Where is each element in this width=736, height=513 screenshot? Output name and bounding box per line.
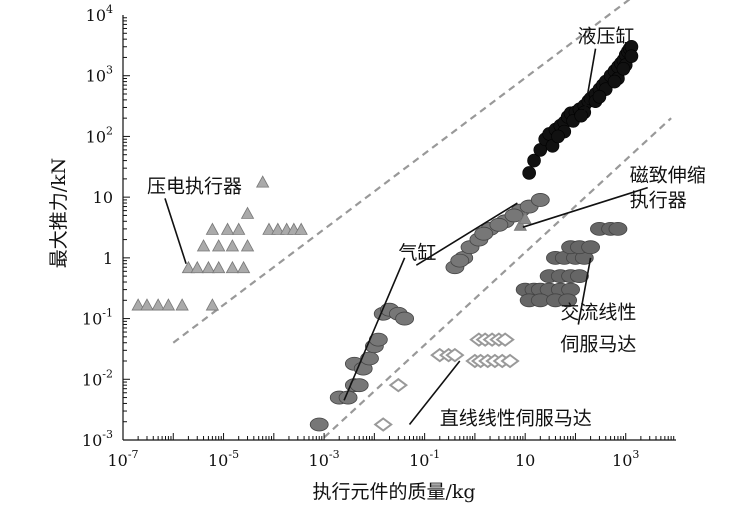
y-tick-label: 10-2: [82, 367, 113, 389]
point-液压缸: [527, 153, 541, 168]
point-直线线性伺服马达: [445, 347, 465, 363]
point-压电执行器: [190, 260, 204, 274]
point-压电执行器: [271, 222, 285, 235]
y-axis-label: 最大推力/kN: [48, 158, 70, 269]
point-气缸: [450, 253, 470, 268]
point-压电执行器: [211, 239, 226, 252]
trend-line: [172, 0, 631, 344]
point-气缸: [474, 226, 494, 241]
axes: 10-7 10-5 10-3 10-1 10 103 10-3 10-2 10-1 1 10 102 1…: [82, 3, 676, 470]
point-气缸: [530, 193, 550, 207]
annotation-leader: [343, 257, 406, 401]
point-气缸: [504, 208, 524, 223]
annotation-label: 压电执行器: [147, 175, 242, 197]
annotation-leader: [408, 360, 461, 425]
point-交流线性伺服马达: [558, 293, 578, 308]
point-直线线性伺服马达: [500, 353, 520, 369]
y-tick-label: 10-3: [82, 428, 113, 450]
data-points: [131, 39, 639, 432]
point-液压缸: [551, 129, 565, 144]
point-压电执行器: [220, 222, 235, 235]
annotation-leader: [415, 202, 518, 266]
x-tick-label: 10-5: [208, 448, 239, 470]
annotation-label: 执行器: [630, 190, 687, 212]
point-压电执行器: [161, 298, 176, 311]
point-液压缸: [522, 166, 536, 180]
x-tick-label: 103: [612, 448, 639, 470]
x-tick-label: 10-7: [107, 448, 138, 470]
x-axis-label: 执行元件的质量/kg: [312, 481, 475, 503]
annotation-leader: [522, 186, 648, 228]
annotation-leader: [164, 198, 187, 264]
y-tick-label: 104: [86, 3, 113, 25]
y-tick-label: 10-1: [82, 307, 113, 329]
point-交流线性伺服马达: [581, 240, 600, 255]
x-tick-label: 10-1: [409, 448, 440, 470]
point-压电执行器: [225, 239, 240, 252]
point-压电执行器: [240, 239, 255, 252]
point-气缸: [395, 311, 415, 326]
point-压电执行器: [262, 222, 276, 235]
point-压电执行器: [181, 260, 196, 274]
point-液压缸: [592, 89, 607, 104]
point-直线线性伺服马达: [388, 377, 409, 393]
point-压电执行器: [201, 260, 216, 274]
point-液压缸: [574, 108, 588, 123]
point-液压缸: [624, 49, 639, 63]
annotation-label: 交流线性: [560, 302, 636, 324]
point-压电执行器: [232, 222, 246, 235]
point-交流线性伺服马达: [570, 269, 589, 284]
point-压电执行器: [211, 260, 226, 274]
trend-lines: [172, 0, 672, 439]
point-气缸: [309, 417, 329, 432]
point-压电执行器: [225, 260, 240, 274]
point-液压缸: [607, 74, 622, 89]
point-磁致伸缩执行器: [518, 211, 532, 225]
point-压电执行器: [196, 239, 211, 252]
trend-line: [323, 117, 672, 439]
x-tick-label: 10-3: [309, 448, 340, 470]
point-液压缸: [616, 61, 631, 76]
point-直线线性伺服马达: [495, 332, 515, 347]
annotation-label: 磁致伸缩: [630, 165, 706, 187]
x-tick-label: 10: [515, 451, 535, 470]
annotation-label: 伺服马达: [560, 333, 636, 355]
y-tick-label: 103: [86, 64, 113, 86]
annotation-leader: [577, 257, 592, 325]
point-压电执行器: [205, 298, 220, 311]
point-压电执行器: [151, 298, 165, 311]
point-压电执行器: [294, 222, 308, 235]
annotation-leader: [583, 48, 597, 114]
y-tick-label: 1: [103, 249, 113, 268]
annotation-label: 直线线性伺服马达: [440, 408, 592, 430]
point-压电执行器: [140, 298, 154, 311]
y-tick-label: 102: [86, 124, 113, 146]
point-压电执行器: [240, 206, 255, 219]
point-交流线性伺服马达: [608, 221, 628, 236]
point-压电执行器: [255, 175, 270, 188]
point-压电执行器: [131, 298, 145, 311]
point-压电执行器: [236, 260, 251, 274]
point-压电执行器: [205, 222, 220, 235]
point-直线线性伺服马达: [373, 417, 393, 432]
annotation-label: 液压缸: [578, 26, 635, 48]
point-气缸: [489, 217, 509, 232]
y-tick-label: 10: [93, 188, 113, 207]
point-压电执行器: [175, 298, 189, 311]
